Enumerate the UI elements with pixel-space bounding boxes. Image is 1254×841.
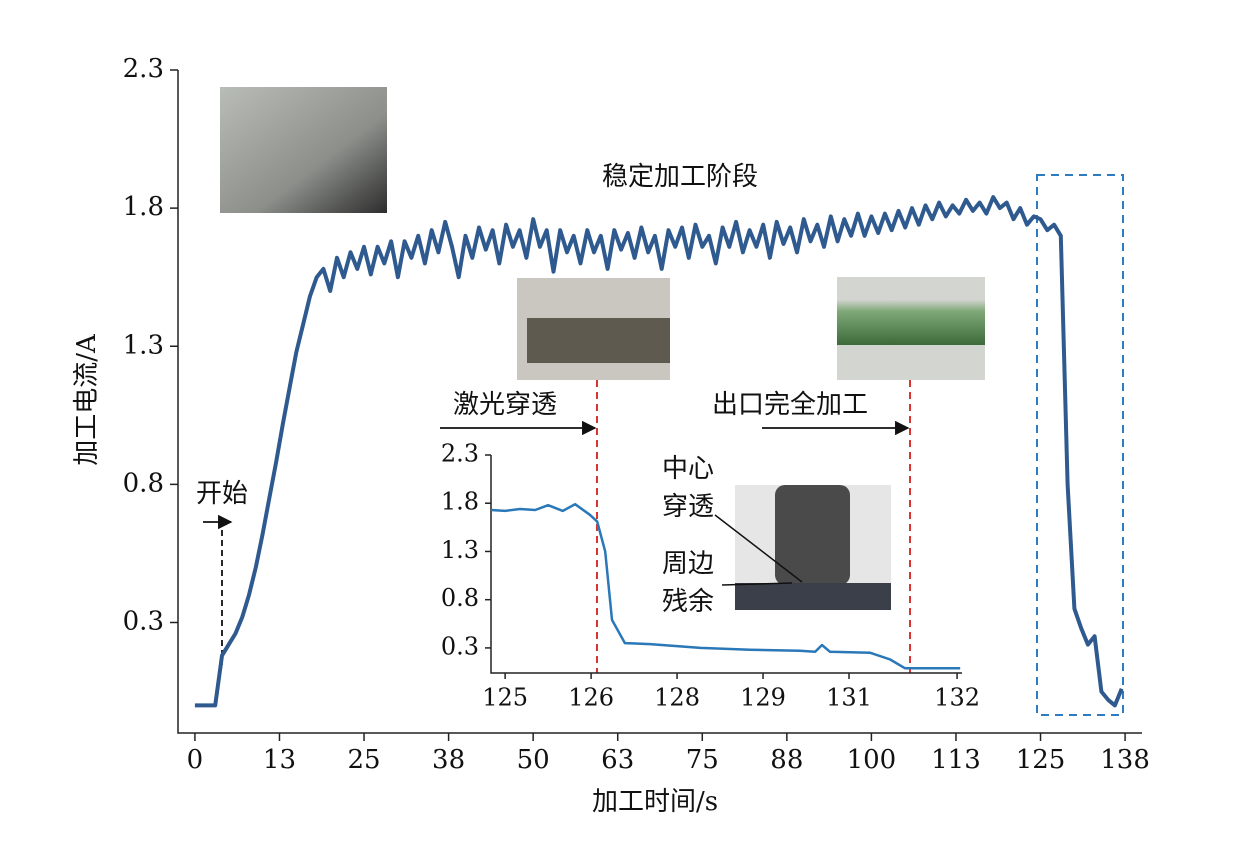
y-tick-label: 0.8 [123, 468, 164, 498]
data-line [194, 195, 1124, 708]
x-tick-label: 13 [263, 745, 296, 775]
y-tick-label: 1.3 [123, 330, 164, 360]
annotation: 稳定加工阶段 [602, 162, 758, 192]
y-tick-label: 1.3 [441, 536, 479, 564]
photo-part [775, 485, 850, 585]
annotation: 穿透 [662, 492, 714, 522]
x-tick-label: 113 [931, 745, 981, 775]
y-axis-label: 加工电流/A [72, 333, 102, 466]
x-tick-label: 50 [517, 745, 550, 775]
x-tick-label: 63 [601, 745, 634, 775]
x-axis-label: 加工时间/s [592, 787, 718, 817]
annotation: 激光穿透 [453, 390, 557, 420]
x-tick-label: 75 [686, 745, 719, 775]
annotation: 周边 [662, 549, 714, 579]
y-tick-label: 0.8 [441, 584, 479, 612]
x-tick-label: 125 [1016, 745, 1066, 775]
annotation: 开始 [196, 479, 248, 509]
data-line [490, 502, 961, 670]
photos [220, 87, 985, 610]
photo-part [735, 583, 891, 610]
axis [177, 70, 1142, 734]
x-tick-label: 132 [934, 684, 980, 712]
annotation: 出口完全加工 [712, 390, 868, 420]
x-tick-label: 38 [432, 745, 465, 775]
x-tick-label: 88 [770, 745, 803, 775]
photo-part [527, 318, 670, 363]
y-tick-label: 0.3 [441, 632, 479, 660]
x-tick-label: 126 [568, 684, 614, 712]
leader-line [721, 582, 793, 586]
x-tick-label: 128 [654, 684, 700, 712]
y-tick-label: 1.8 [441, 488, 479, 516]
x-tick-label: 0 [187, 745, 204, 775]
photo [220, 87, 387, 213]
y-tick-label: 2.3 [441, 440, 479, 468]
x-tick-label: 131 [826, 684, 872, 712]
y-tick-label: 0.3 [123, 607, 164, 637]
y-tick-label: 1.8 [123, 192, 164, 222]
x-tick-label: 100 [847, 745, 897, 775]
highlight-box [1036, 174, 1124, 716]
x-tick-label: 125 [482, 684, 528, 712]
leader-line [714, 514, 803, 583]
annotation: 中心 [662, 454, 714, 484]
y-tick-label: 2.3 [123, 54, 164, 84]
photo-part [837, 300, 985, 345]
axis [490, 455, 962, 674]
x-tick-label: 138 [1100, 745, 1150, 775]
annotation: 残余 [662, 587, 714, 617]
x-tick-label: 25 [347, 745, 380, 775]
x-tick-label: 129 [740, 684, 786, 712]
